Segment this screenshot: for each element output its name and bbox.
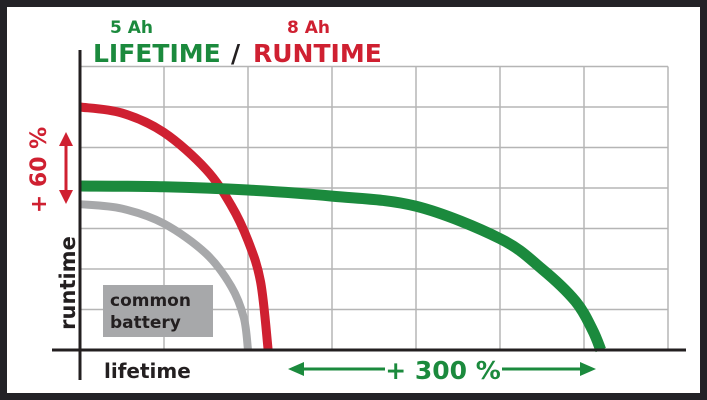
title-green-sub: 5 Ah (110, 18, 153, 38)
title-separator: / (231, 39, 241, 68)
title-red-sub: 8 Ah (287, 18, 330, 38)
curves (79, 102, 606, 353)
y-axis-label: runtime (56, 236, 80, 330)
curve-common-battery (79, 200, 252, 351)
lifetime-gain-label: + 300 % (385, 356, 501, 385)
lifetime-gain-arrow-icon (288, 362, 596, 376)
runtime-gain-label: + 60 % (27, 127, 52, 213)
common-battery-line1: common (110, 291, 191, 311)
chart-canvas: 5 Ah LIFETIME / 8 Ah RUNTIME + 60 % runt… (7, 7, 700, 393)
runtime-gain-arrow-icon (59, 132, 73, 204)
common-battery-line2: battery (110, 313, 181, 333)
title-lifetime: LIFETIME (93, 39, 221, 68)
x-axis-label: lifetime (104, 359, 191, 383)
chart-svg: 5 Ah LIFETIME / 8 Ah RUNTIME + 60 % runt… (27, 18, 686, 385)
curve-5ah-lifetime (79, 180, 606, 353)
common-battery-box (103, 285, 213, 337)
title-runtime: RUNTIME (253, 39, 382, 68)
